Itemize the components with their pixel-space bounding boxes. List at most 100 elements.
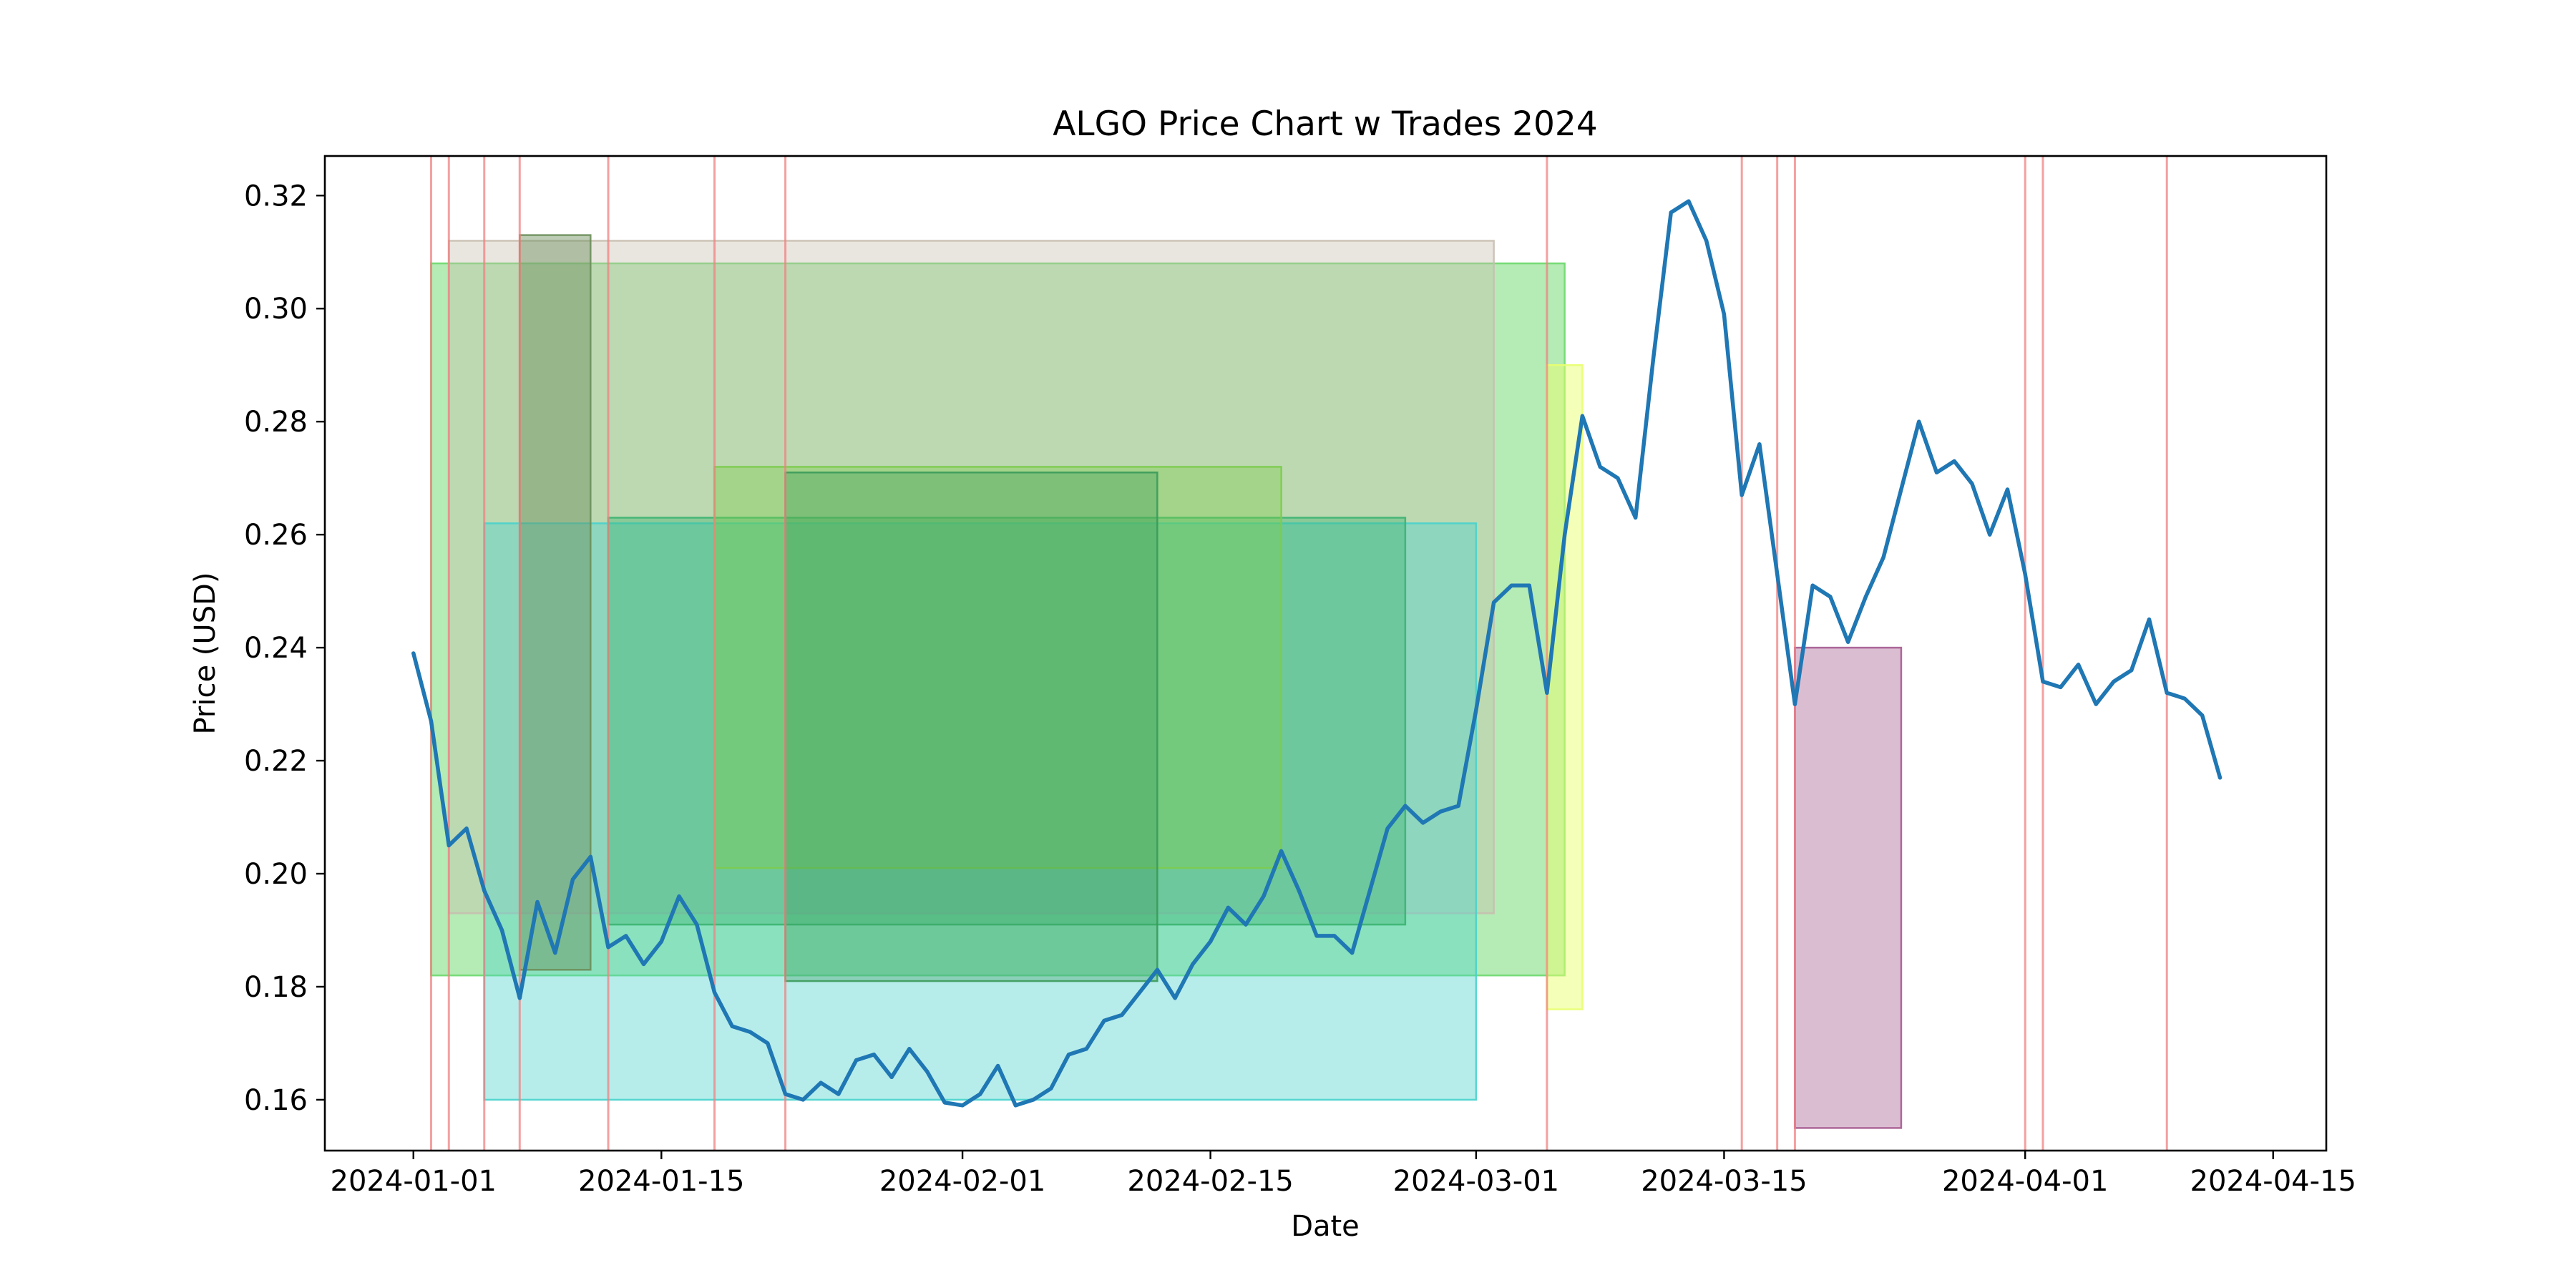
price-point xyxy=(1209,940,1213,944)
price-point xyxy=(2041,679,2045,684)
price-point xyxy=(1545,691,1549,695)
price-point xyxy=(1155,967,1159,972)
price-point xyxy=(499,928,504,932)
price-point xyxy=(1527,583,1531,587)
price-point xyxy=(1687,199,1691,203)
price-point xyxy=(836,1092,841,1096)
price-point xyxy=(2094,702,2098,706)
price-point xyxy=(2218,776,2223,780)
trade-box-4 xyxy=(519,234,592,971)
price-point xyxy=(447,843,451,848)
price-point xyxy=(1350,950,1355,955)
price-point xyxy=(535,899,540,904)
price-point xyxy=(1988,532,1992,537)
price-point xyxy=(748,1030,752,1034)
y-axis: 0.16 0.18 0.20 0.22 0.24 0.26 0.28 0.30 0.32 xyxy=(244,180,325,1117)
trade-box-3 xyxy=(483,522,1478,1101)
price-point xyxy=(907,1047,912,1051)
price-point xyxy=(2200,713,2205,718)
price-point xyxy=(1580,414,1585,418)
price-point xyxy=(1013,1103,1018,1108)
y-tick-label: 0.20 xyxy=(244,858,308,891)
price-point xyxy=(1421,821,1425,825)
price-point xyxy=(2129,668,2134,673)
x-tick-label: 2024-03-01 xyxy=(1393,1165,1559,1198)
price-point xyxy=(1031,1098,1035,1102)
price-point xyxy=(924,1069,930,1074)
price-point xyxy=(2076,663,2081,667)
price-point xyxy=(1262,894,1266,899)
plot-frame xyxy=(323,155,2328,1152)
x-axis-label: Date xyxy=(1291,1210,1360,1243)
price-point xyxy=(1314,934,1319,938)
x-tick-label: 2024-04-15 xyxy=(2190,1165,2356,1198)
x-axis: 2024-01-01 2024-01-15 2024-02-01 2024-02-15… xyxy=(331,1151,2356,1198)
y-tick-label: 0.26 xyxy=(244,519,308,552)
price-point xyxy=(482,889,487,893)
price-point xyxy=(2059,685,2063,689)
y-tick-label: 0.18 xyxy=(244,971,308,1004)
price-point xyxy=(624,934,628,938)
trade-boxes xyxy=(430,234,1903,1129)
trade-box-9 xyxy=(1794,646,1903,1129)
price-point xyxy=(1332,934,1337,938)
trade-box-5 xyxy=(607,517,1407,926)
price-point xyxy=(1367,889,1372,893)
price-point xyxy=(517,996,522,1000)
price-point xyxy=(942,1101,947,1105)
price-point xyxy=(553,950,557,955)
price-point xyxy=(889,1075,894,1079)
price-point xyxy=(1102,1018,1106,1023)
price-point xyxy=(2165,691,2169,695)
price-point xyxy=(978,1092,982,1096)
price-point xyxy=(1792,702,1797,706)
price-point xyxy=(1810,583,1815,587)
y-axis-label: Price (USD) xyxy=(189,572,222,735)
y-tick-label: 0.22 xyxy=(244,745,308,778)
trade-box-7 xyxy=(784,472,1158,982)
trade-box-6 xyxy=(713,466,1282,869)
price-point xyxy=(2147,618,2152,622)
price-point xyxy=(1899,487,1903,492)
price-point xyxy=(960,1103,965,1108)
price-point xyxy=(1970,482,1974,486)
x-tick-label: 2024-01-15 xyxy=(578,1165,744,1198)
price-point xyxy=(854,1058,859,1063)
price-point xyxy=(2182,696,2187,701)
price-point xyxy=(1828,595,1833,599)
price-point xyxy=(1881,555,1885,560)
price-point xyxy=(429,719,434,723)
x-tick-label: 2024-02-15 xyxy=(1127,1165,1293,1198)
price-point xyxy=(2112,679,2116,684)
price-point xyxy=(1704,238,1709,243)
price-point xyxy=(1722,312,1727,316)
price-point xyxy=(819,1080,823,1085)
y-tick-label: 0.32 xyxy=(244,180,308,213)
price-point xyxy=(1740,493,1744,497)
price-point xyxy=(1244,922,1248,927)
price-point xyxy=(1066,1053,1071,1057)
chart-title: ALGO Price Chart w Trades 2024 xyxy=(1053,104,1597,144)
price-point xyxy=(1598,464,1602,469)
price-point xyxy=(1634,515,1638,520)
y-tick-label: 0.16 xyxy=(244,1084,308,1117)
price-point xyxy=(1669,210,1673,215)
price-point xyxy=(1474,708,1478,712)
price-point xyxy=(872,1053,876,1057)
price-point xyxy=(1279,849,1284,854)
price-point xyxy=(1863,595,1868,599)
x-tick-label: 2024-04-01 xyxy=(1942,1165,2108,1198)
price-point xyxy=(1438,809,1443,814)
trade-box-1 xyxy=(430,262,1566,977)
price-point xyxy=(712,990,717,995)
price-point xyxy=(1138,990,1142,995)
price-point xyxy=(411,651,416,655)
trade-lines xyxy=(430,156,2168,1151)
price-point xyxy=(783,1092,788,1096)
price-point xyxy=(1563,532,1567,537)
price-point xyxy=(1456,804,1460,808)
price-point xyxy=(1049,1086,1053,1091)
price-point xyxy=(1403,804,1407,808)
price-point xyxy=(1191,962,1195,966)
